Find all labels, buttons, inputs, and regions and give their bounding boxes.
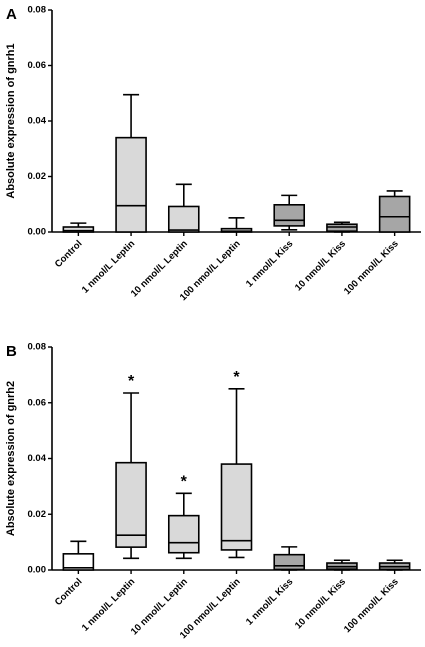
box-3 [220,463,253,551]
y-axis-title: Absolute expression of gnrh2 [5,381,17,536]
y-tick-label: 0.08 [28,5,47,16]
category-label: 10 nmol/L Kiss [293,576,348,631]
panel-label: B [6,343,17,360]
category-label: 1 nmol/L Kiss [244,576,295,627]
category-label: Control [53,576,85,608]
box-6 [378,195,411,233]
y-tick-label: 0.02 [28,171,47,182]
category-label: 100 nmol/L Kiss [342,576,401,635]
y-tick-label: 0.06 [28,397,47,408]
box-4 [273,204,306,227]
box-3 [220,227,253,233]
category-label: 10 nmol/L Leptin [129,238,190,299]
category-label: 1 nmol/L Leptin [80,238,137,295]
y-tick-label: 0.04 [28,116,47,127]
box-4 [273,553,306,571]
category-label: 10 nmol/L Leptin [129,576,190,637]
panel-a: A Absolute expression of gnrh1 0.00 0.02 0.0… [5,5,421,303]
significance-star: * [181,473,188,490]
y-tick-label: 0.08 [28,342,47,353]
category-label: 10 nmol/L Kiss [293,238,348,293]
significance-star: * [128,373,135,390]
panel-b: B Absolute expression of gnrh2 0.00 0.02 0.0… [5,342,421,641]
category-label: 1 nmol/L Leptin [80,576,137,633]
box-1 [115,136,147,233]
y-tick-label: 0.02 [28,509,47,520]
category-label: 1 nmol/L Kiss [244,238,295,289]
category-label: Control [53,238,85,270]
panel-label: A [6,6,17,23]
box-1 [115,461,147,548]
box-2 [167,205,200,233]
y-tick-label: 0.04 [28,453,47,464]
y-axis-title: Absolute expression of gnrh1 [5,43,17,198]
box-0 [62,553,95,571]
y-tick-label: 0.00 [28,227,47,238]
box-2 [167,514,200,554]
box-0 [62,226,95,233]
y-tick-label: 0.00 [28,565,47,576]
significance-star: * [233,369,240,386]
category-label: 100 nmol/L Kiss [342,238,401,297]
y-tick-label: 0.06 [28,60,47,71]
